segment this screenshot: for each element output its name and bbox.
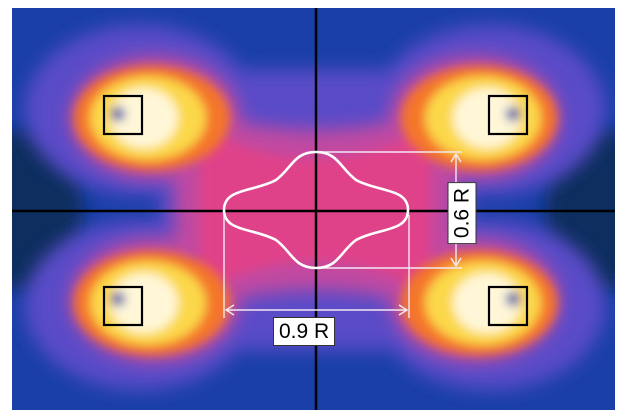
source-marker-bottom-left — [102, 285, 144, 327]
hotspot-bottom-left — [74, 251, 230, 355]
source-core — [111, 107, 125, 121]
source-core — [506, 292, 520, 306]
hotspot-top-right — [401, 66, 557, 170]
source-core — [506, 107, 520, 121]
hotspot-bottom-right — [401, 251, 557, 355]
width-arrow-left — [224, 304, 235, 316]
source-core — [111, 292, 125, 306]
height-dimension-label: 0.6 R — [447, 181, 477, 245]
source-marker-bottom-right — [487, 285, 529, 327]
width-dimension-label: 0.9 R — [273, 317, 336, 346]
contour-outline — [222, 150, 410, 270]
width-arrow-right — [398, 304, 409, 316]
hotspot-top-left — [74, 66, 230, 170]
source-marker-top-right — [487, 94, 529, 136]
height-arrow-top — [450, 152, 462, 163]
height-arrow-bottom — [450, 257, 462, 268]
source-marker-top-left — [102, 94, 144, 136]
